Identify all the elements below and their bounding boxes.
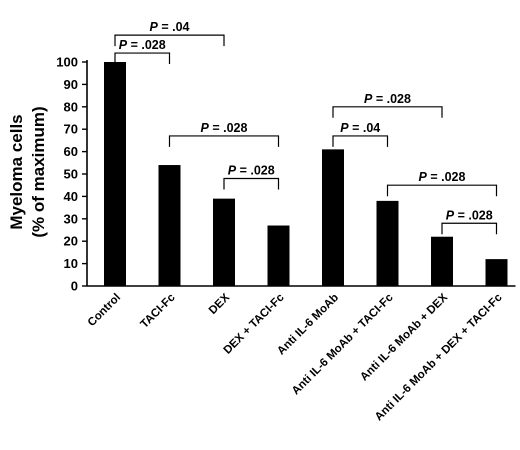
y-tick-label: 30 [64, 211, 78, 226]
significance-bracket [441, 222, 498, 235]
significance-bracket [332, 135, 389, 147]
significance-label: P = .04 [340, 121, 380, 135]
significance-bracket [114, 34, 225, 47]
y-tick-label: 80 [64, 99, 78, 114]
significance-bracket [114, 52, 171, 65]
y-tick-label: 100 [56, 55, 78, 70]
bar [485, 259, 508, 286]
x-tick-label: DEX [207, 291, 232, 316]
y-tick-label: 90 [64, 77, 78, 92]
y-tick-label: 40 [64, 189, 78, 204]
significance-label: P = .028 [228, 163, 275, 177]
y-tick-label: 0 [71, 279, 78, 294]
bar [376, 200, 399, 286]
significance-bracket [168, 135, 280, 147]
bar [431, 236, 453, 286]
y-tick-label: 10 [64, 256, 78, 271]
y-axis-title: Myeloma cells (% of maximum) [7, 106, 48, 237]
y-tick-label: 20 [64, 234, 78, 249]
y-axis-title-line-2: (% of maximum) [29, 106, 48, 237]
y-tick-label: 50 [64, 167, 78, 182]
x-tick-label: Control [86, 292, 123, 329]
bar [267, 225, 290, 286]
significance-bracket [223, 177, 280, 190]
x-tick-label: Anti IL-6 MoAb + DEX [358, 291, 450, 383]
y-axis-title-line-1: Myeloma cells [7, 114, 26, 229]
significance-label: P = .028 [119, 38, 166, 52]
significance-bracket [386, 184, 498, 197]
y-tick-label: 60 [64, 144, 78, 159]
significance-label: P = .028 [364, 92, 411, 106]
bar [322, 149, 344, 286]
x-tick-label: Anti IL-6 MoAb + TACI-Fc [290, 291, 396, 397]
significance-label: P = .04 [150, 20, 190, 34]
bar [158, 165, 181, 286]
bar [104, 62, 126, 286]
bar [213, 198, 235, 286]
significance-bracket [332, 106, 443, 118]
y-tick-label: 70 [64, 122, 78, 137]
significance-label: P = .028 [446, 208, 493, 222]
x-tick-label: TACI-Fc [139, 291, 178, 330]
significance-label: P = .028 [419, 170, 466, 184]
significance-label: P = .028 [201, 121, 248, 135]
